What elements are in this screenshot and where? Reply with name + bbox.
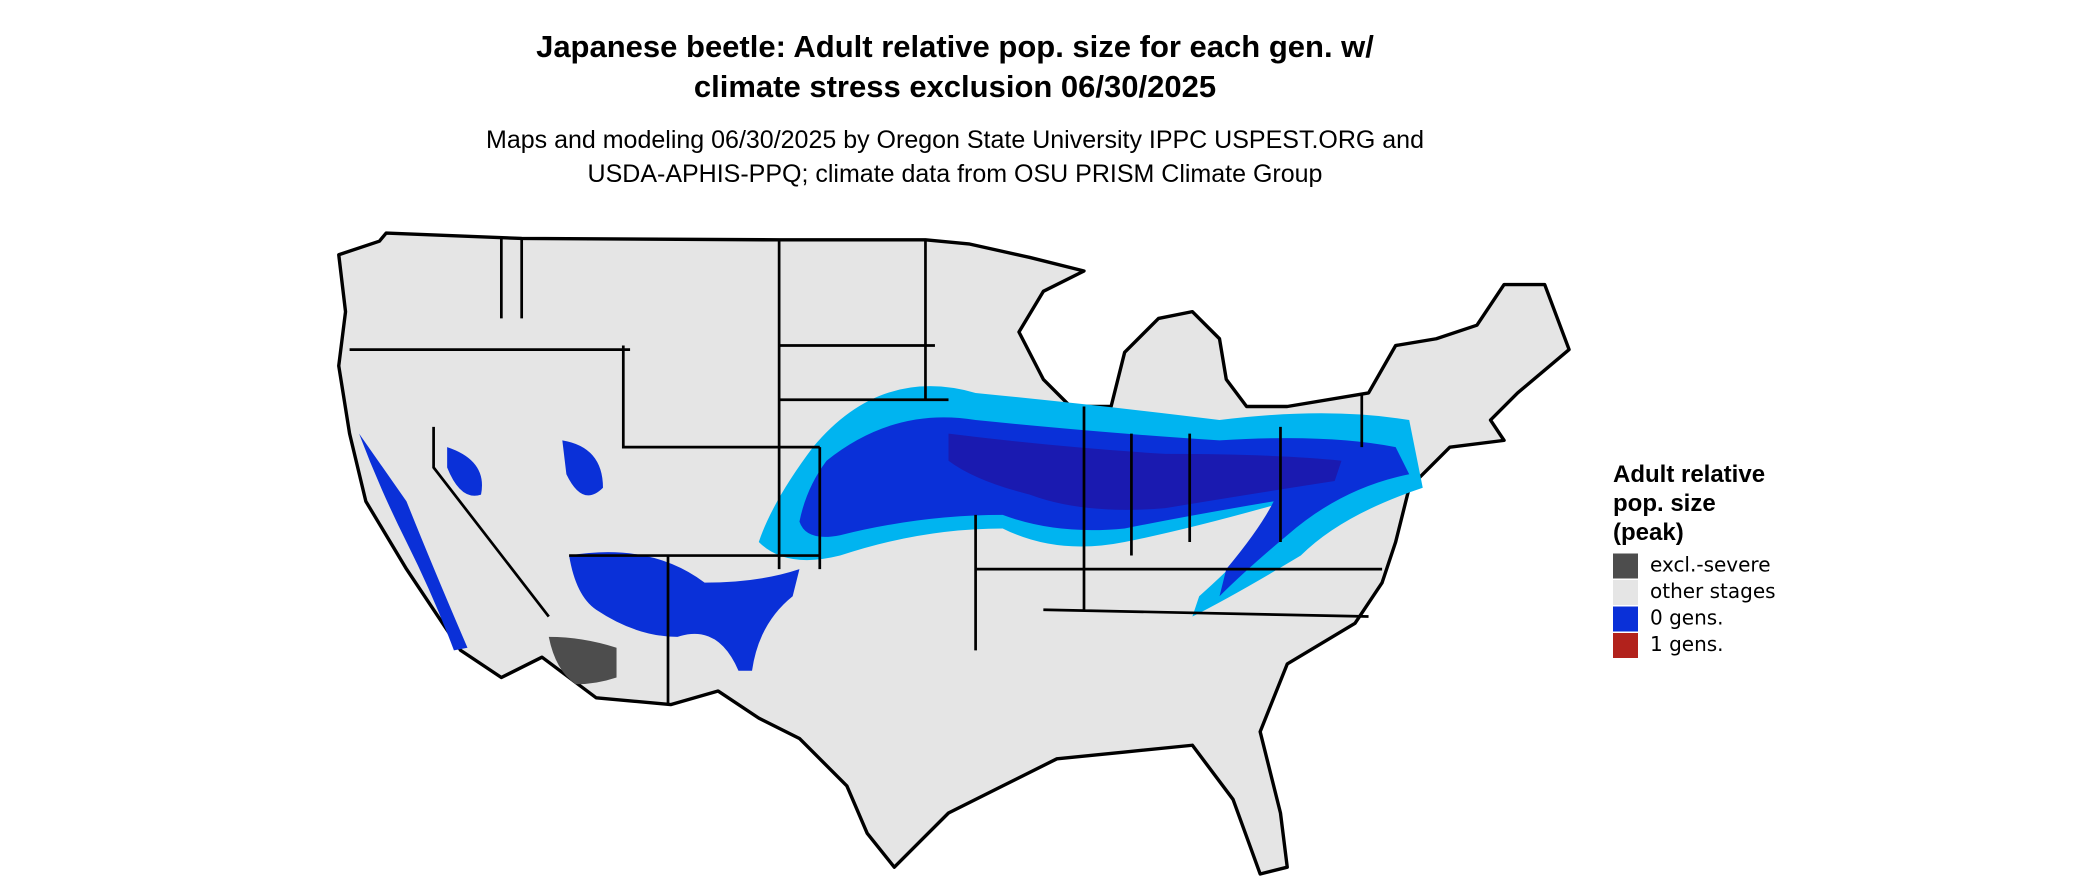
map-subtitle: Maps and modeling 06/30/2025 by Oregon S… xyxy=(486,126,1424,154)
west-blue-area xyxy=(359,433,800,671)
state-lines xyxy=(349,238,1383,705)
us-map xyxy=(337,231,1571,876)
legend-swatch xyxy=(1613,553,1638,579)
map-subtitle: USDA-APHIS-PPQ; climate data from OSU PR… xyxy=(588,160,1323,188)
map-title: climate stress exclusion 06/30/2025 xyxy=(694,69,1216,104)
legend-label: other stages xyxy=(1650,579,1776,603)
legend-swatch xyxy=(1613,580,1638,605)
us-outline xyxy=(337,231,1571,876)
legend-title: pop. size xyxy=(1613,490,1716,517)
legend-label: 0 gens. xyxy=(1650,606,1724,630)
legend-title: Adult relative xyxy=(1613,461,1765,488)
legend-label: 1 gens. xyxy=(1650,632,1724,656)
map-title: Japanese beetle: Adult relative pop. siz… xyxy=(536,29,1374,64)
titles: Japanese beetle: Adult relative pop. siz… xyxy=(486,29,1424,188)
legend-swatch xyxy=(1613,633,1638,658)
excluded-area xyxy=(548,636,617,685)
pop-size-areas xyxy=(359,386,1423,685)
legend-swatch xyxy=(1613,606,1638,632)
dark-blue-area xyxy=(948,433,1342,510)
legend-label: excl.-severe xyxy=(1650,553,1771,577)
legend-title: (peak) xyxy=(1613,519,1684,546)
state-line xyxy=(349,238,1383,705)
